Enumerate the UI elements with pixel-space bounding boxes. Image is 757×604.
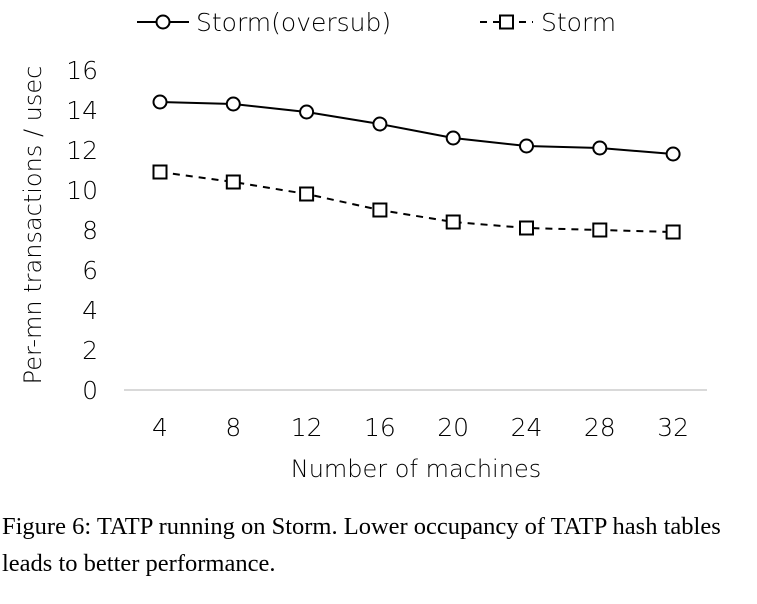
x-axis-title: Number of machines — [291, 455, 541, 483]
x-tick-label: 4 — [152, 413, 168, 442]
series-storm — [152, 164, 681, 240]
y-tick-label: 16 — [66, 56, 98, 85]
data-point-square — [152, 164, 168, 180]
data-point-circle — [225, 96, 241, 112]
legend-label: Storm — [541, 8, 616, 37]
data-point-square — [299, 186, 315, 202]
legend-square-marker — [499, 14, 514, 30]
data-point-square — [225, 174, 241, 190]
data-point-square — [445, 214, 461, 230]
legend-entry-storm: Storm — [480, 8, 616, 37]
x-tick-label: 8 — [225, 413, 241, 442]
data-point-circle — [372, 116, 388, 132]
legend-label: Storm(oversub) — [196, 8, 391, 37]
y-tick-label: 14 — [66, 96, 98, 125]
series-line — [159, 171, 674, 233]
series-layer — [152, 94, 681, 240]
x-tick-label: 28 — [584, 413, 616, 442]
data-point-circle — [519, 138, 534, 154]
data-point-square — [372, 202, 388, 218]
data-point-circle — [665, 146, 681, 162]
data-point-circle — [152, 94, 168, 110]
y-tick-label: 6 — [82, 256, 98, 285]
y-tick-label: 8 — [82, 216, 98, 245]
y-tick-label: 12 — [66, 136, 98, 165]
x-tick-label: 32 — [657, 413, 689, 442]
x-tick-label: 12 — [291, 413, 323, 442]
series-storm-oversub — [152, 94, 681, 162]
data-point-circle — [299, 104, 315, 120]
x-tick-label: 24 — [511, 413, 543, 442]
y-tick-labels: 0 2 4 6 8 10 12 14 16 — [66, 56, 98, 405]
legend: Storm(oversub) Storm — [137, 8, 616, 37]
x-tick-label: 16 — [364, 413, 396, 442]
series-line — [159, 101, 674, 155]
data-point-circle — [592, 140, 608, 156]
legend-circle-marker — [155, 14, 171, 30]
y-tick-label: 0 — [82, 376, 98, 405]
data-point-square — [519, 220, 534, 236]
y-tick-label: 10 — [66, 176, 98, 205]
data-point-circle — [445, 130, 461, 146]
y-tick-label: 2 — [82, 336, 98, 365]
data-point-square — [665, 224, 681, 240]
y-tick-label: 4 — [82, 296, 98, 325]
x-tick-labels: 4 8 12 16 20 24 28 32 — [152, 413, 689, 442]
figure-caption: Figure 6: TATP running on Storm. Lower o… — [2, 513, 721, 577]
x-tick-label: 20 — [437, 413, 469, 442]
legend-entry-storm-oversub: Storm(oversub) — [137, 8, 391, 37]
data-point-square — [592, 222, 608, 238]
y-axis-title: Per-mn transactions / usec — [19, 66, 47, 385]
